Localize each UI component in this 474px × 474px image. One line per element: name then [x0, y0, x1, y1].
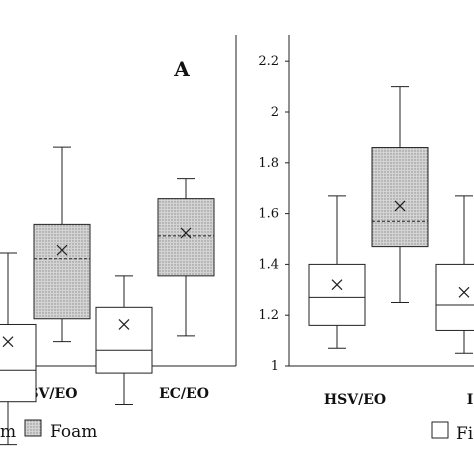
- right-category-label-1: I: [467, 392, 474, 408]
- right-y-tick-label-4: 1.8: [258, 156, 279, 171]
- legend-firm-swatch-right: [431, 421, 449, 439]
- left-box-1-iqr-rect: [33, 223, 91, 320]
- left-box-3-iqr-rect: [157, 198, 215, 277]
- right-box-2-iqr-rect: [435, 263, 474, 331]
- right-category-label-0: HSV/EO: [324, 392, 386, 408]
- right-box-2-mean-marker-b: [458, 286, 470, 298]
- right-y-tick-label-3: 1.6: [258, 207, 279, 222]
- right-y-ticks-group: 1 1.2 1.4 1.6 1.8 2 2.2: [258, 54, 289, 374]
- panel-label-a: A: [173, 57, 190, 81]
- right-y-tick-label-2: 1.4: [258, 257, 279, 272]
- left-box-0-iqr-rect: [0, 323, 37, 403]
- legend-foam-swatch: [24, 419, 42, 437]
- right-y-tick-label-6: 2.2: [258, 54, 279, 69]
- right-boxes-group: [308, 86, 474, 354]
- legend-firm-label-fragment-right: Fi: [456, 424, 474, 444]
- left-box-2-mean-marker-b: [118, 319, 130, 330]
- legend-foam-label: Foam: [50, 422, 97, 442]
- left-box-3-mean-marker-b: [180, 227, 192, 239]
- left-box-2-iqr-rect: [95, 306, 153, 374]
- right-box-0-iqr-rect: [308, 263, 366, 326]
- left-box-0-mean-marker-b: [2, 336, 14, 348]
- right-y-tick-label-5: 2: [271, 105, 279, 120]
- legend-firm-label-fragment: m: [0, 422, 16, 442]
- left-box-1-mean-marker-b: [56, 244, 68, 256]
- right-y-tick-label-1: 1.2: [258, 308, 279, 323]
- right-box-1-mean-marker-b: [394, 200, 406, 212]
- left-category-label-1: EC/EO: [159, 386, 209, 402]
- right-box-0-mean-marker-b: [331, 279, 343, 291]
- right-y-tick-label-0: 1: [271, 359, 279, 374]
- left-boxes-group: [0, 146, 215, 446]
- right-box-1-iqr-rect: [371, 147, 429, 248]
